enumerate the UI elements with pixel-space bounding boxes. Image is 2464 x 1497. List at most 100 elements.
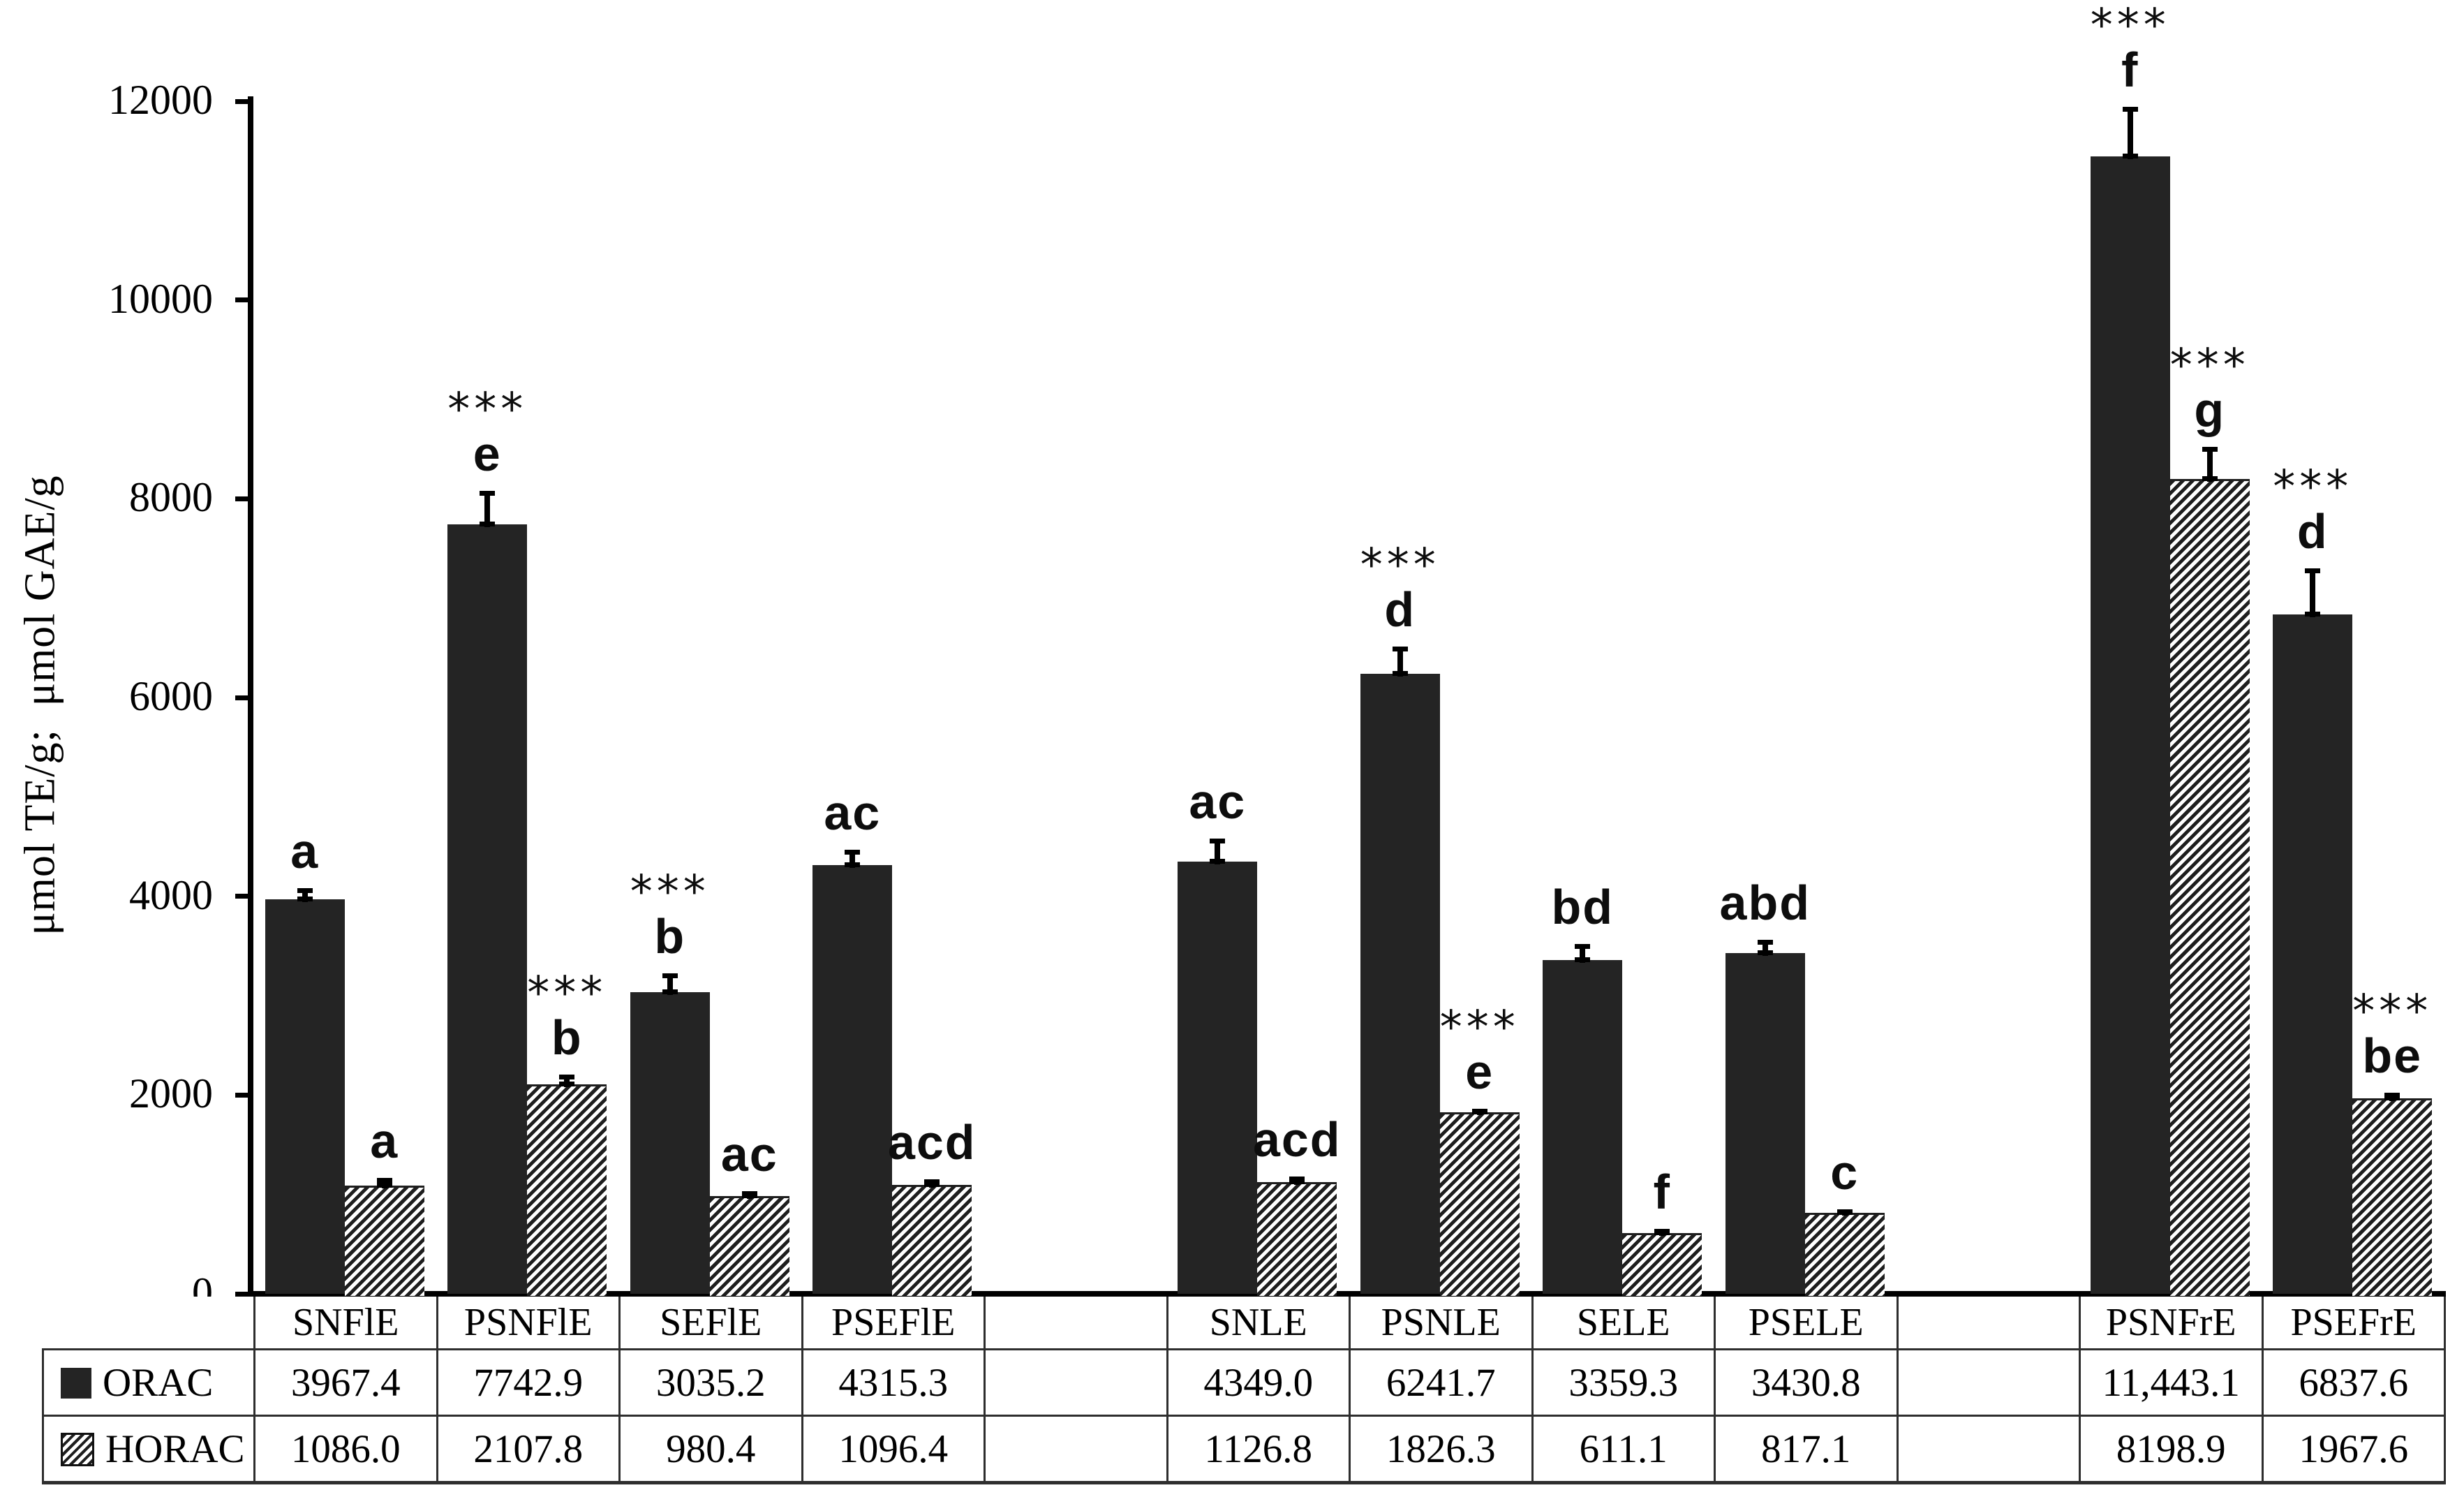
table-header-psele: PSELE bbox=[1714, 1297, 1899, 1350]
error-bar-stem bbox=[667, 973, 673, 995]
error-bar-cap-bottom bbox=[1575, 957, 1591, 962]
error-bar-stem bbox=[2127, 107, 2133, 160]
annotation-horac-sefle: ac bbox=[721, 1128, 778, 1180]
y-tick-label: 10000 bbox=[108, 275, 213, 322]
annotation-horac-snle: acd bbox=[1253, 1114, 1342, 1165]
y-tick-label: 12000 bbox=[108, 77, 213, 124]
error-bar-cap-bottom bbox=[1392, 670, 1408, 676]
x-axis-line bbox=[248, 1291, 2446, 1297]
y-tick-mark bbox=[235, 695, 252, 700]
y-tick-label: 8000 bbox=[129, 474, 213, 521]
group-letter: f bbox=[2121, 43, 2139, 98]
annotation-orac-snfle: a bbox=[290, 825, 319, 877]
annotation-horac-sele: f bbox=[1654, 1166, 1671, 1218]
bar-horac-snfle bbox=[344, 1186, 424, 1296]
error-bar-stem bbox=[1762, 940, 1768, 956]
group-letter: a bbox=[290, 823, 320, 878]
annotation-orac-psefre: *** d bbox=[2273, 465, 2352, 559]
y-tick-mark bbox=[235, 1291, 252, 1297]
legend-key-orac: ORAC bbox=[42, 1348, 255, 1417]
group-letter: abd bbox=[1719, 876, 1811, 931]
annotation-orac-psnfre: *** f bbox=[2091, 3, 2170, 98]
error-bar-cap-top bbox=[1210, 839, 1226, 844]
error-bar-cap-bottom bbox=[1210, 858, 1226, 864]
bar-orac-psnle bbox=[1360, 673, 1440, 1294]
bar-horac-psefre bbox=[2352, 1098, 2433, 1296]
y-tick-mark bbox=[235, 1092, 252, 1098]
error-bar-cap-bottom bbox=[1654, 1230, 1670, 1236]
table-header-psnle: PSNLE bbox=[1349, 1297, 1534, 1350]
error-bar-cap-bottom bbox=[2122, 154, 2138, 159]
error-bar-cap-bottom bbox=[376, 1183, 392, 1188]
legend-key-horac: HORAC bbox=[42, 1415, 255, 1484]
bar-orac-snle bbox=[1178, 861, 1258, 1294]
significance-stars: *** bbox=[527, 967, 607, 1019]
group-letter: e bbox=[473, 426, 502, 481]
significance-stars: *** bbox=[1360, 540, 1440, 592]
table-corner-cell bbox=[43, 1297, 255, 1350]
annotation-horac-snfle: a bbox=[370, 1115, 399, 1167]
bar-horac-sele bbox=[1622, 1233, 1702, 1296]
table-cell: 11,443.1 bbox=[2079, 1348, 2264, 1417]
table-cell: 980.4 bbox=[618, 1415, 803, 1484]
significance-stars: *** bbox=[2352, 986, 2433, 1038]
table-header-psnfle: PSNFlE bbox=[436, 1297, 621, 1350]
table-cell: 6837.6 bbox=[2261, 1348, 2446, 1417]
table-cell: 1126.8 bbox=[1166, 1415, 1351, 1484]
bar-horac-psefle bbox=[892, 1184, 972, 1296]
table-cell: 1086.0 bbox=[253, 1415, 438, 1484]
group-letter: acd bbox=[1252, 1112, 1342, 1167]
bar-orac-sefle bbox=[630, 991, 710, 1294]
bar-horac-snle bbox=[1257, 1181, 1337, 1296]
error-bar-cap-bottom bbox=[741, 1193, 757, 1199]
bar-orac-psefle bbox=[812, 864, 893, 1294]
annotation-orac-psefle: ac bbox=[824, 787, 881, 839]
error-bar-stem bbox=[564, 1074, 570, 1087]
significance-stars: *** bbox=[1439, 1002, 1520, 1054]
annotation-horac-psefle: acd bbox=[888, 1116, 977, 1168]
table-cell: 4315.3 bbox=[801, 1348, 986, 1417]
error-bar-cap-top bbox=[1392, 647, 1408, 652]
error-bar-cap-bottom bbox=[1471, 1109, 1487, 1115]
group-letter: g bbox=[2194, 383, 2226, 438]
group-letter: b bbox=[551, 1010, 583, 1065]
error-bar-stem bbox=[2206, 447, 2213, 482]
y-tick-label: 4000 bbox=[129, 871, 213, 918]
error-bar-cap-top bbox=[376, 1178, 392, 1183]
bar-horac-psnfre bbox=[2169, 479, 2250, 1296]
data-table: SNFlE PSNFlE SEFlE PSEFlE SNLE PSNLE SELE PSELE… bbox=[42, 1297, 2446, 1484]
error-bar-cap-top bbox=[1575, 944, 1591, 950]
significance-stars: *** bbox=[447, 383, 528, 436]
table-header-spacer bbox=[984, 1297, 1168, 1350]
table-cell: 1826.3 bbox=[1349, 1415, 1534, 1484]
bar-horac-psele bbox=[1804, 1212, 1885, 1296]
table-cell bbox=[984, 1348, 1168, 1417]
y-tick-mark bbox=[235, 98, 252, 104]
table-cell: 3430.8 bbox=[1714, 1348, 1899, 1417]
table-header-spacer bbox=[1896, 1297, 2081, 1350]
error-bar-stem bbox=[2310, 568, 2316, 617]
group-letter: e bbox=[1465, 1045, 1494, 1100]
bar-horac-psnle bbox=[1439, 1112, 1520, 1296]
group-letter: c bbox=[1830, 1144, 1860, 1200]
table-cell: 3035.2 bbox=[618, 1348, 803, 1417]
bar-orac-psnfre bbox=[2090, 156, 2170, 1294]
group-letter: d bbox=[2296, 504, 2329, 559]
annotation-horac-psnfle: *** b bbox=[527, 967, 607, 1065]
table-cell: 6241.7 bbox=[1349, 1348, 1534, 1417]
group-letter: d bbox=[1384, 582, 1416, 637]
annotation-horac-psele: c bbox=[1830, 1146, 1859, 1198]
error-bar-stem bbox=[484, 490, 491, 527]
annotation-orac-psele: abd bbox=[1720, 877, 1811, 929]
error-bar-cap-top bbox=[480, 490, 496, 496]
table-cell: 817.1 bbox=[1714, 1415, 1899, 1484]
error-bar-cap-top bbox=[924, 1179, 940, 1185]
error-bar-stem bbox=[1580, 944, 1586, 963]
error-bar-cap-top bbox=[297, 887, 313, 893]
annotation-orac-psnfle: *** e bbox=[447, 383, 528, 481]
table-header-sefle: SEFlE bbox=[618, 1297, 803, 1350]
error-bar-cap-bottom bbox=[2305, 611, 2321, 617]
table-row-orac: ORAC 3967.4 7742.9 3035.2 4315.3 4349.0 6241.7… bbox=[42, 1348, 2446, 1417]
group-letter: bd bbox=[1551, 880, 1615, 935]
